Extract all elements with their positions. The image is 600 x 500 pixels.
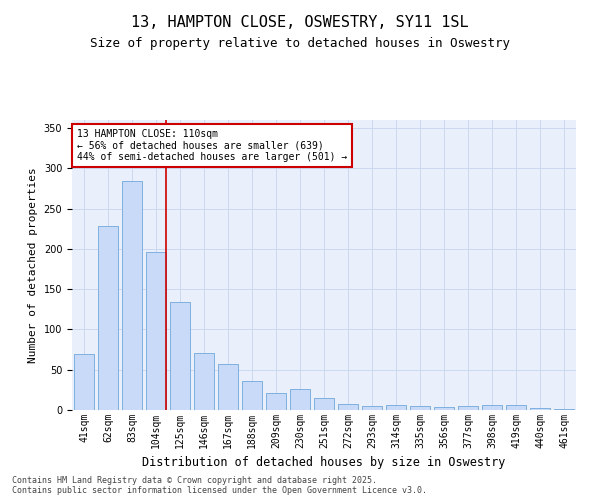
Bar (98, 226, 118, 410)
Bar (146, 252, 166, 410)
Text: 13 HAMPTON CLOSE: 110sqm
← 56% of detached houses are smaller (639)
44% of semi-: 13 HAMPTON CLOSE: 110sqm ← 56% of detach… (77, 128, 347, 162)
Bar (338, 404, 358, 410)
Bar (554, 409, 574, 410)
X-axis label: Distribution of detached houses by size in Oswestry: Distribution of detached houses by size … (142, 456, 506, 469)
Text: 13, HAMPTON CLOSE, OSWESTRY, SY11 1SL: 13, HAMPTON CLOSE, OSWESTRY, SY11 1SL (131, 15, 469, 30)
Y-axis label: Number of detached properties: Number of detached properties (28, 167, 38, 363)
Bar (74, 354, 94, 410)
Bar (482, 405, 502, 410)
Bar (290, 389, 310, 410)
Bar (530, 408, 550, 410)
Bar (122, 181, 142, 410)
Bar (458, 406, 478, 410)
Bar (506, 405, 526, 410)
Bar (314, 398, 334, 410)
Bar (410, 406, 430, 410)
Text: Contains HM Land Registry data © Crown copyright and database right 2025.
Contai: Contains HM Land Registry data © Crown c… (12, 476, 427, 495)
Bar (170, 302, 190, 410)
Bar (266, 393, 286, 410)
Bar (194, 353, 214, 410)
Text: Size of property relative to detached houses in Oswestry: Size of property relative to detached ho… (90, 38, 510, 51)
Bar (434, 407, 454, 410)
Bar (218, 364, 238, 410)
Bar (386, 405, 406, 410)
Bar (362, 406, 382, 410)
Bar (242, 381, 262, 410)
